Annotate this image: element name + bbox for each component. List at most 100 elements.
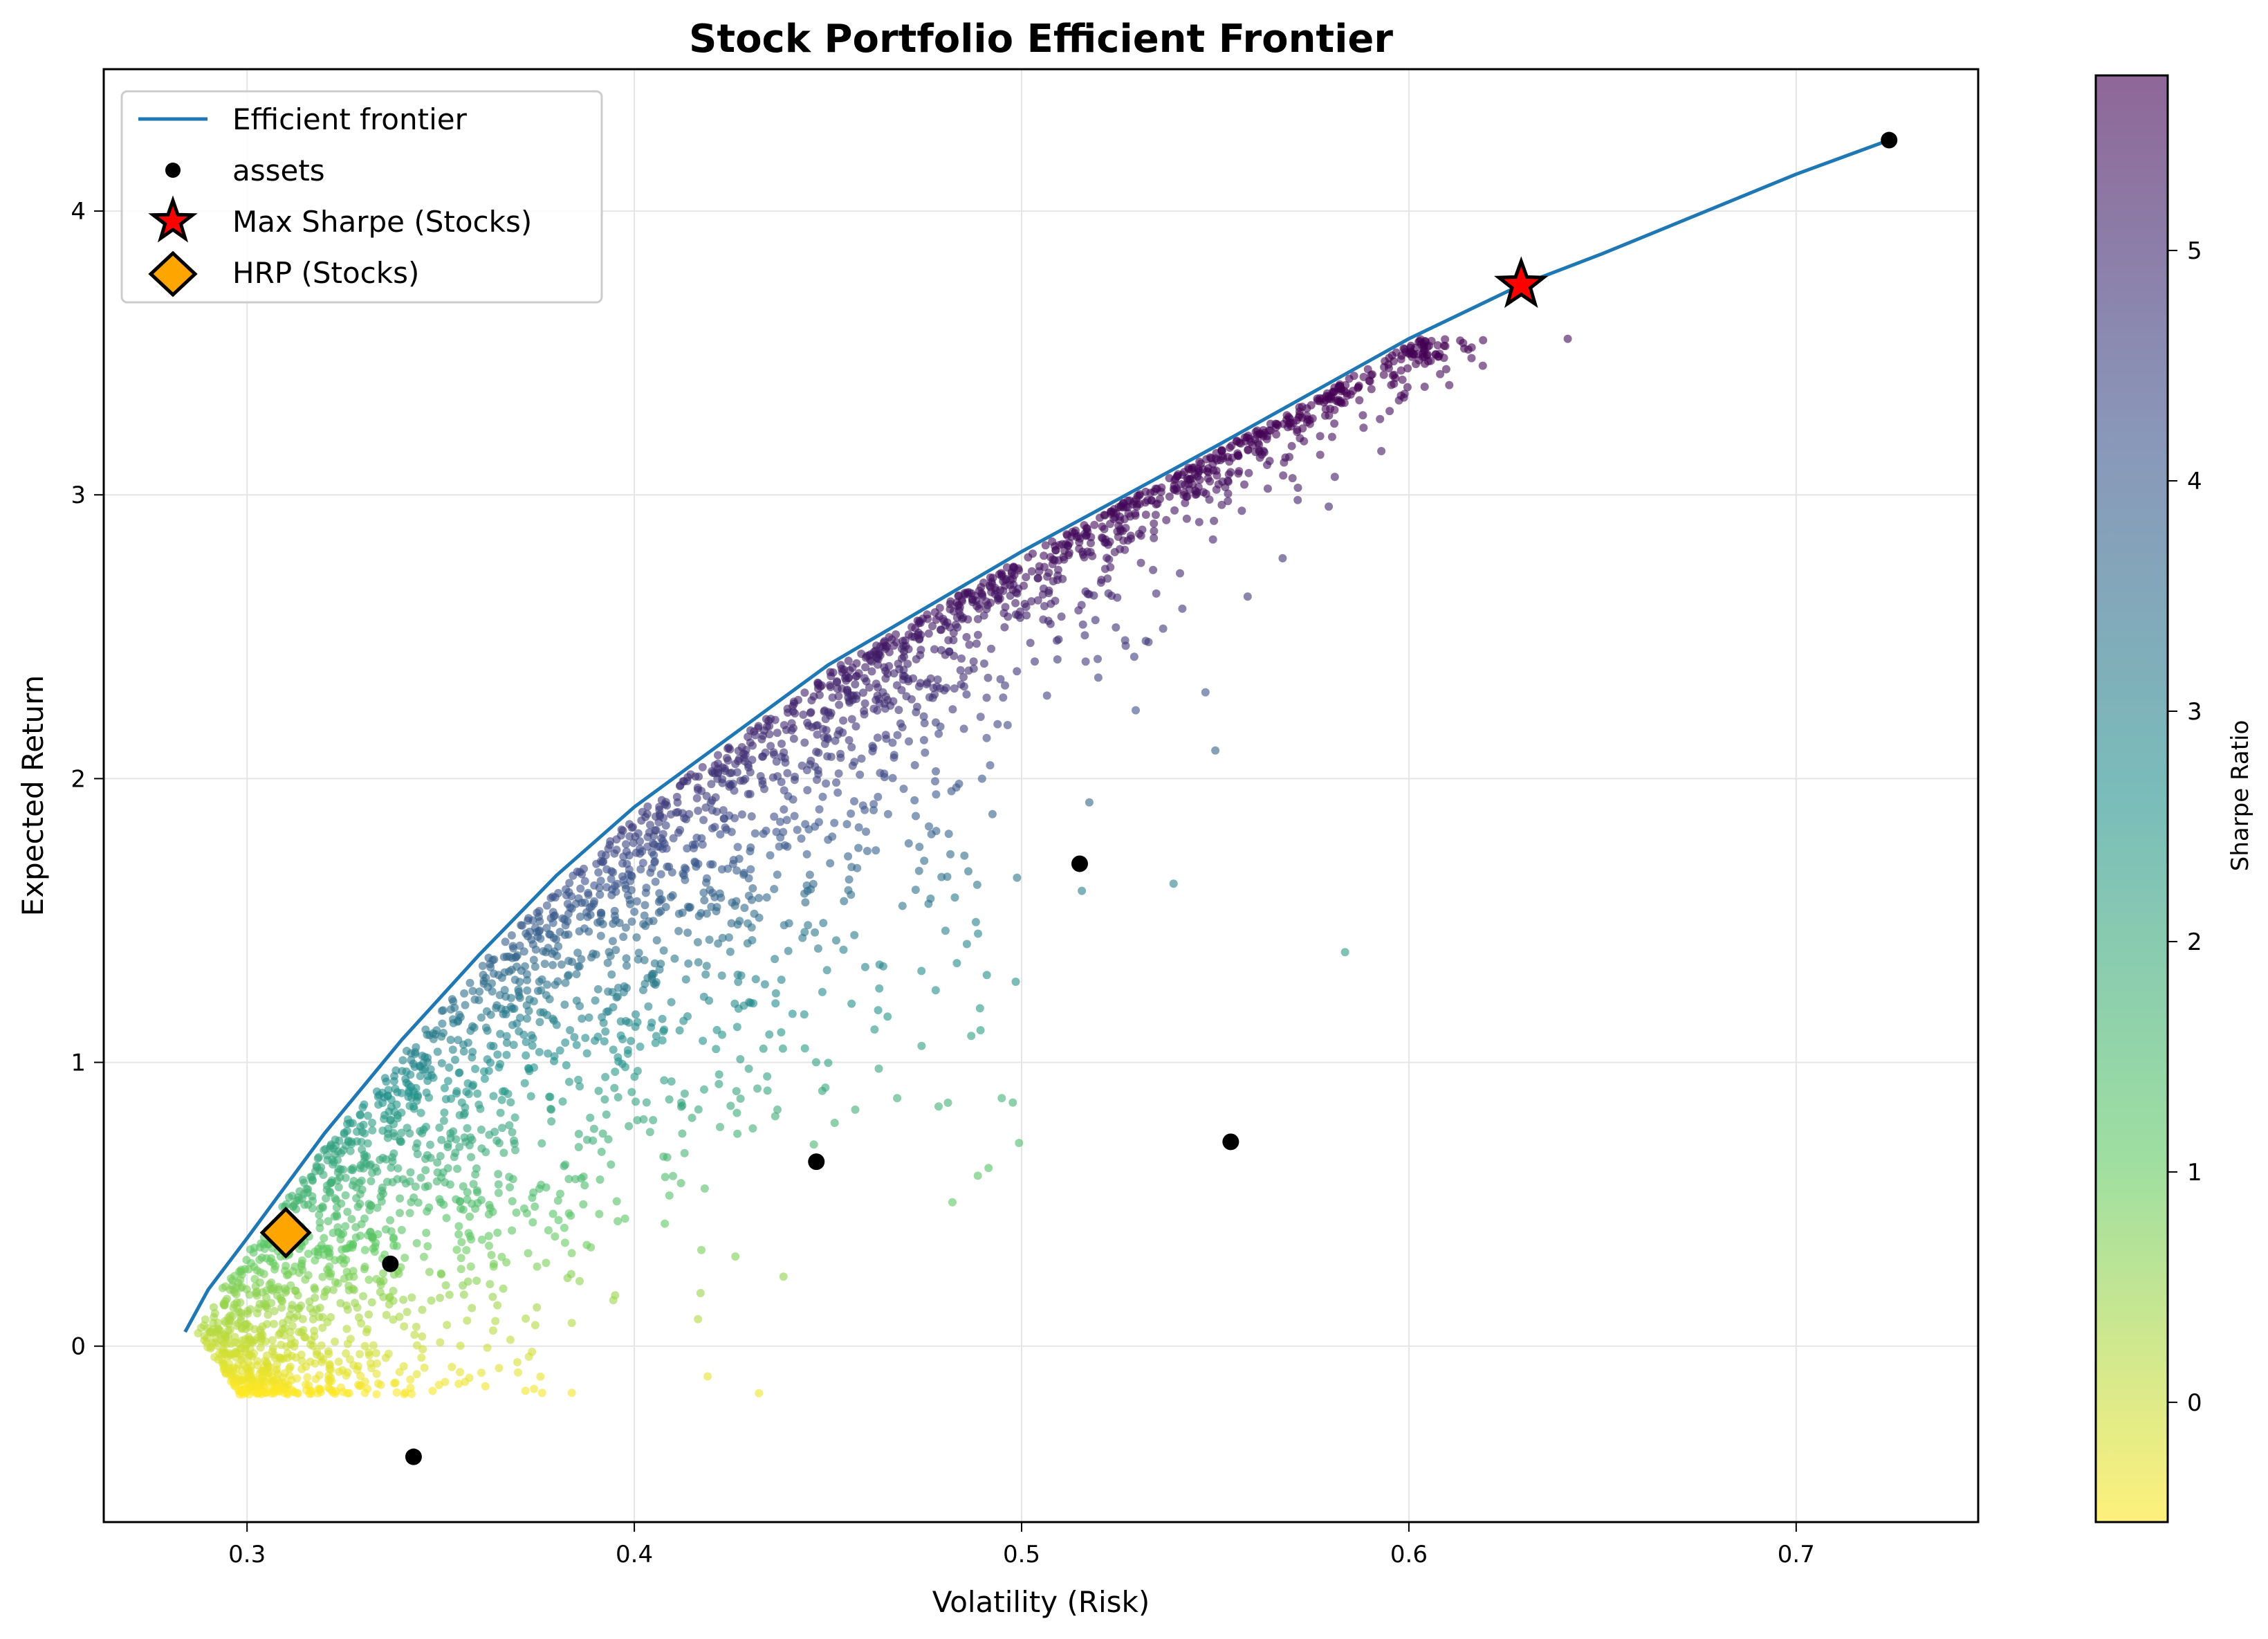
portfolio-point xyxy=(988,809,997,818)
portfolio-point xyxy=(1225,443,1234,452)
portfolio-point xyxy=(919,735,928,744)
portfolio-point xyxy=(690,840,699,849)
portfolio-point xyxy=(1265,457,1274,466)
portfolio-point xyxy=(634,955,643,964)
portfolio-point xyxy=(227,1339,235,1348)
portfolio-point xyxy=(1013,873,1022,882)
portfolio-point xyxy=(923,614,932,623)
portfolio-point xyxy=(421,1155,430,1163)
portfolio-point xyxy=(697,834,706,843)
portfolio-point xyxy=(252,1381,261,1390)
portfolio-point xyxy=(1126,531,1135,540)
portfolio-point xyxy=(1419,339,1428,348)
portfolio-point xyxy=(619,852,628,861)
portfolio-point xyxy=(1203,467,1212,475)
portfolio-point xyxy=(426,1140,434,1149)
portfolio-point xyxy=(976,713,985,722)
portfolio-point xyxy=(583,913,592,922)
portfolio-point xyxy=(826,668,835,677)
portfolio-point xyxy=(1094,654,1102,663)
portfolio-point xyxy=(1043,572,1052,581)
portfolio-point xyxy=(942,684,951,693)
asset-point xyxy=(1881,131,1898,149)
portfolio-point xyxy=(650,959,659,968)
portfolio-point xyxy=(551,1232,560,1241)
portfolio-point xyxy=(343,1306,352,1314)
portfolio-point xyxy=(472,1276,481,1285)
portfolio-point xyxy=(368,1126,377,1135)
portfolio-point xyxy=(678,1129,687,1138)
portfolio-point xyxy=(820,733,829,742)
portfolio-point xyxy=(525,927,534,936)
portfolio-point xyxy=(574,1075,583,1084)
portfolio-point xyxy=(941,650,950,659)
portfolio-point xyxy=(382,1310,391,1319)
portfolio-point xyxy=(982,693,991,702)
portfolio-point xyxy=(305,1297,314,1306)
portfolio-point xyxy=(843,686,851,695)
portfolio-point xyxy=(415,1061,424,1070)
portfolio-point xyxy=(339,1165,348,1174)
portfolio-point xyxy=(1011,978,1020,986)
portfolio-point xyxy=(632,933,641,942)
portfolio-point xyxy=(712,907,721,915)
portfolio-point xyxy=(572,1041,581,1050)
portfolio-point xyxy=(243,1373,252,1381)
portfolio-point xyxy=(378,1126,387,1135)
portfolio-point xyxy=(385,1292,394,1301)
portfolio-point xyxy=(1365,377,1374,386)
portfolio-point xyxy=(734,756,743,765)
portfolio-point xyxy=(744,1064,753,1073)
portfolio-point xyxy=(751,975,760,984)
portfolio-point xyxy=(880,699,889,708)
portfolio-point xyxy=(975,1004,984,1013)
portfolio-point xyxy=(381,1353,390,1362)
portfolio-point xyxy=(1287,441,1296,450)
portfolio-point xyxy=(486,1059,495,1067)
portfolio-point xyxy=(1191,470,1199,479)
portfolio-point xyxy=(962,632,971,641)
portfolio-point xyxy=(315,1303,324,1312)
portfolio-point xyxy=(688,1113,697,1122)
portfolio-point xyxy=(1003,721,1012,729)
portfolio-point xyxy=(1340,948,1349,957)
portfolio-point xyxy=(433,1158,442,1167)
portfolio-point xyxy=(934,1102,943,1111)
portfolio-point xyxy=(892,681,901,690)
portfolio-point xyxy=(553,1196,562,1205)
portfolio-point xyxy=(619,933,628,942)
portfolio-point xyxy=(696,1289,705,1297)
portfolio-point xyxy=(763,1086,772,1095)
portfolio-point xyxy=(363,1139,372,1148)
portfolio-point xyxy=(845,735,854,744)
portfolio-point xyxy=(443,1143,452,1151)
portfolio-point xyxy=(439,1029,448,1037)
portfolio-point xyxy=(1234,469,1243,478)
portfolio-point xyxy=(1015,1139,1024,1147)
portfolio-point xyxy=(1120,515,1129,524)
portfolio-point xyxy=(501,937,510,946)
legend-max-sharpe-star-icon xyxy=(148,195,198,243)
portfolio-point xyxy=(800,688,809,697)
portfolio-point xyxy=(325,1252,334,1261)
portfolio-point xyxy=(1325,502,1334,511)
portfolio-point xyxy=(759,731,767,740)
portfolio-point xyxy=(591,996,600,1005)
portfolio-point xyxy=(1436,369,1445,378)
portfolio-point xyxy=(820,740,829,749)
portfolio-point xyxy=(920,857,929,866)
portfolio-point xyxy=(277,1382,286,1391)
portfolio-point xyxy=(1327,432,1336,441)
portfolio-point xyxy=(830,818,839,827)
portfolio-point xyxy=(399,1295,408,1304)
portfolio-point xyxy=(801,820,810,829)
portfolio-point xyxy=(331,1135,340,1144)
portfolio-point xyxy=(439,1006,448,1015)
portfolio-point xyxy=(1367,385,1376,394)
portfolio-point xyxy=(1243,592,1252,601)
portfolio-point xyxy=(611,946,620,955)
portfolio-point xyxy=(360,1265,369,1274)
portfolio-point xyxy=(440,1108,449,1117)
portfolio-point xyxy=(692,794,701,803)
portfolio-point xyxy=(329,1285,338,1294)
